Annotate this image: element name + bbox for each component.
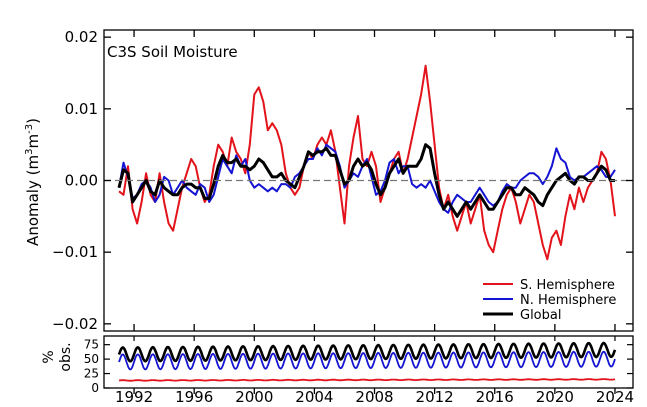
ylabel-sup2: -3 — [24, 124, 35, 134]
ylabel-end: ) — [24, 118, 42, 124]
obs-series-line-global — [117, 341, 617, 363]
legend: S. Hemisphere N. Hemisphere Global — [483, 278, 616, 323]
legend-label-global: Global — [520, 308, 561, 323]
x-tick-label: 2004 — [295, 388, 333, 406]
obs-y-axis-label-percent: % — [41, 350, 57, 363]
observations-plot-frame — [103, 335, 634, 389]
y-tick-label: 0.02 — [65, 28, 98, 46]
x-tick-label: 2024 — [596, 388, 634, 406]
x-tick-label: 2020 — [536, 388, 574, 406]
x-tick-label: 2012 — [416, 388, 454, 406]
series-line-n-hemisphere — [118, 143, 616, 214]
anomaly-x-ticks — [133, 30, 616, 331]
obs-y-tick-label: 75 — [84, 338, 99, 352]
anomaly-y-axis-label: Anomaly (m3m-3) — [24, 118, 42, 246]
obs-y-tick-label: 0 — [91, 381, 99, 395]
ylabel-mid: m — [24, 134, 42, 149]
y-tick-label: 0.00 — [65, 172, 98, 190]
y-tick-label: −0.01 — [52, 243, 98, 261]
anomaly-panel: −0.02 −0.01 0.00 0.01 0.02 C3S Soil Moisture… — [24, 28, 634, 333]
obs-series-line-s-hemisphere — [118, 378, 616, 382]
anomaly-y-ticks: −0.02 −0.01 0.00 0.01 0.02 — [52, 28, 633, 333]
obs-y-tick-label: 50 — [84, 352, 99, 366]
ylabel-main: Anomaly (m — [24, 155, 42, 246]
legend-label-s-hemisphere: S. Hemisphere — [520, 278, 615, 293]
x-tick-label: 2016 — [476, 388, 514, 406]
anomaly-series-group — [117, 64, 616, 261]
x-tick-label: 1992 — [115, 388, 153, 406]
chart-title: C3S Soil Moisture — [107, 43, 238, 61]
obs-series-line-n-hemisphere — [118, 350, 616, 371]
observations-x-ticks: 1992 1996 2000 2004 2008 2012 2016 2020 2024 — [115, 336, 634, 406]
legend-label-n-hemisphere: N. Hemisphere — [520, 293, 616, 308]
y-tick-label: 0.01 — [65, 100, 98, 118]
series-line-global — [117, 143, 615, 218]
observations-series-group — [117, 341, 617, 382]
obs-y-tick-label: 25 — [84, 367, 99, 381]
x-tick-label: 2000 — [235, 388, 273, 406]
ylabel-sup1: 3 — [24, 149, 35, 155]
obs-y-axis-label-obs: obs. — [58, 342, 74, 371]
y-tick-label: −0.02 — [52, 315, 98, 333]
x-tick-label: 1996 — [175, 388, 213, 406]
x-tick-label: 2008 — [355, 388, 393, 406]
